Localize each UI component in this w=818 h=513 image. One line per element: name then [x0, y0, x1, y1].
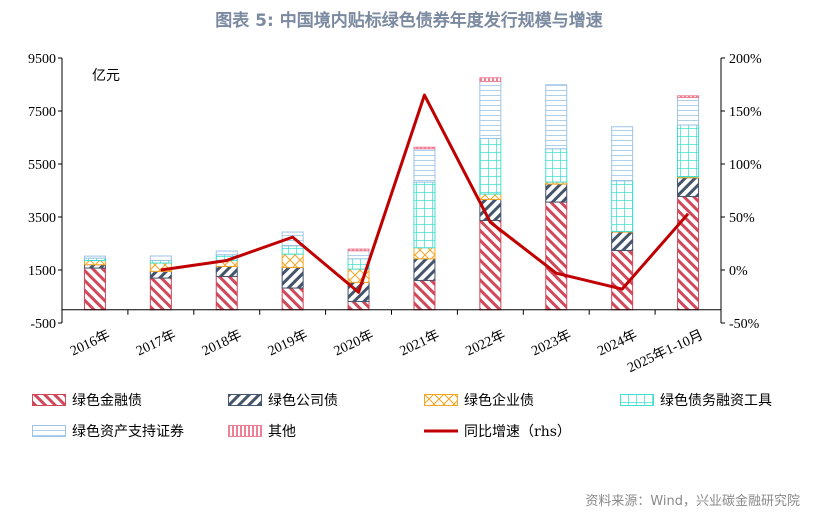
chart: -500 1500 3500 5500 7500 9500 -50% 0% 50% 100% 150…	[28, 52, 762, 376]
bar-segment	[347, 300, 370, 311]
y2-tick-label: -50%	[729, 317, 760, 332]
bar-segment	[479, 77, 502, 82]
bar-segment	[545, 84, 568, 150]
bar-segment	[545, 183, 568, 203]
bar-segment	[413, 258, 436, 281]
bar-segment	[677, 195, 700, 311]
x-tick-label: 2023年	[529, 327, 574, 359]
bar-segment	[149, 270, 172, 279]
x-tick-label: 2020年	[331, 327, 376, 359]
legend-swatch-corporate	[228, 394, 262, 406]
legend-swatch-enterprise	[424, 394, 458, 406]
bar-segment	[545, 201, 568, 311]
legend-label: 绿色债务融资工具	[660, 393, 772, 409]
bar-segment	[281, 266, 304, 289]
legend-swatch-other	[228, 425, 262, 437]
legend-item: 绿色资产支持证券	[32, 421, 184, 441]
y-tick-label: 3500	[28, 211, 56, 226]
bar-segment	[413, 181, 436, 249]
legend-label: 绿色公司债	[268, 393, 338, 409]
bar-segment	[413, 247, 436, 260]
bar-segment	[413, 148, 436, 183]
x-tick-label: 2016年	[68, 327, 113, 359]
legend-swatch-abs	[32, 425, 66, 437]
legend-item: 绿色企业债	[424, 390, 534, 410]
legend-label: 绿色金融债	[72, 393, 142, 409]
x-tick-label: 2018年	[200, 327, 245, 359]
bar-segment	[281, 253, 304, 268]
legend-label: 绿色资产支持证券	[72, 424, 184, 440]
y-tick-label: -500	[30, 317, 56, 332]
legend-swatch-debt-instrument	[620, 394, 654, 406]
bar-segment	[83, 255, 106, 259]
bar-segment	[83, 259, 106, 266]
x-tick-label: 2021年	[397, 327, 442, 359]
bar-segment	[149, 277, 172, 311]
source-note: 资料来源：Wind，兴业碳金融研究院	[585, 494, 800, 509]
legend-label: 绿色企业债	[464, 393, 534, 409]
y2-tick-label: 50%	[729, 211, 755, 226]
x-tick-label: 2019年	[266, 327, 311, 359]
bar-segment	[347, 250, 370, 260]
legend-item: 绿色金融债	[32, 390, 142, 410]
legend-item: 绿色公司债	[228, 390, 338, 410]
bar-segment	[677, 124, 700, 178]
bar-segment	[413, 279, 436, 311]
bar-segment	[83, 267, 106, 311]
y2-tick-label: 0%	[729, 264, 748, 279]
x-tick-label: 2022年	[463, 327, 508, 359]
y-tick-label: 9500	[28, 52, 56, 67]
y2-tick-label: 100%	[729, 158, 762, 173]
bar-segment	[479, 193, 502, 200]
legend-label: 同比增速（rhs）	[464, 424, 571, 440]
bar-segment	[611, 126, 634, 182]
chart-title: 图表 5: 中国境内贴标绿色债券年度发行规模与增速	[215, 11, 603, 31]
bar-segment	[149, 255, 172, 261]
bar-segment	[479, 80, 502, 139]
bar-segment	[677, 177, 700, 197]
bar-segment	[413, 146, 436, 150]
bar-segment	[281, 245, 304, 255]
legend-item: 绿色债务融资工具	[620, 390, 772, 410]
x-tick-label: 2025年1-10月	[625, 327, 706, 376]
bar-segment	[611, 231, 634, 251]
y-tick-label: 1500	[28, 264, 56, 279]
y-tick-label: 5500	[28, 158, 56, 173]
x-tick-label: 2017年	[134, 327, 179, 359]
bar-segment	[479, 219, 502, 311]
legend-label: 其他	[268, 424, 296, 440]
bar-segment	[545, 148, 568, 183]
y2-tick-label: 200%	[729, 52, 762, 67]
bar-segment	[347, 248, 370, 252]
bar-segment	[479, 137, 502, 195]
bar-segment	[215, 250, 238, 256]
unit-label: 亿元	[92, 68, 120, 84]
bar-segment	[215, 275, 238, 311]
y2-tick-label: 150%	[729, 105, 762, 120]
legend-swatch-growth-line	[424, 429, 458, 433]
bar-segment	[677, 95, 700, 98]
bar-segment	[281, 287, 304, 311]
legend-item: 其他	[228, 421, 296, 441]
y-tick-label: 7500	[28, 105, 56, 120]
bar-segment	[215, 265, 238, 277]
legend-swatch-financial	[32, 394, 66, 406]
bar-segment	[611, 180, 634, 232]
legend-item: 同比增速（rhs）	[424, 421, 571, 441]
bar-segment	[677, 96, 700, 126]
x-tick-label: 2024年	[595, 327, 640, 359]
